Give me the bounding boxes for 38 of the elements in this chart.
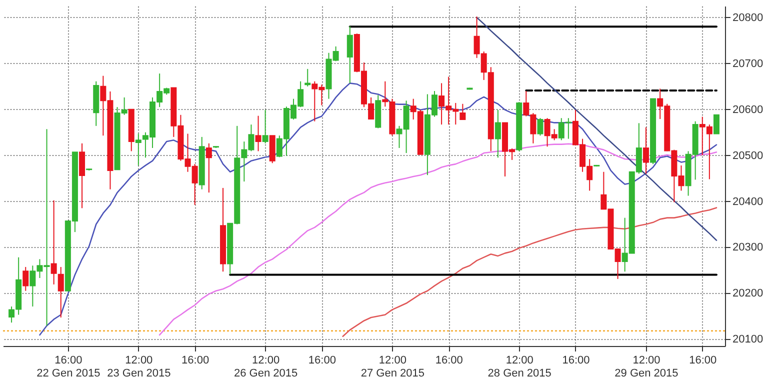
candlestick [713, 114, 720, 134]
x-tick-label: 16:00 [689, 354, 717, 366]
x-tick-label: 16:00 22 Gen 2015 [36, 354, 100, 380]
candlestick [50, 200, 57, 285]
x-tick-label: 12:00 29 Gen 2015 [614, 354, 678, 380]
y-tick-label: 20300 [732, 242, 764, 254]
candlestick [304, 68, 311, 87]
line-series [39, 82, 718, 336]
y-tick-label: 20800 [732, 12, 764, 24]
candlestick [255, 115, 262, 152]
x-tick-label: 16:00 [435, 354, 463, 366]
x-tick-label: 16:00 [182, 354, 210, 366]
y-tick-label: 20600 [732, 104, 764, 116]
candlestick [642, 126, 649, 174]
candlestick [460, 103, 466, 120]
candlestick [206, 142, 212, 194]
line-series [342, 207, 718, 337]
candlestick [79, 142, 86, 209]
y-tick-label: 20400 [732, 196, 764, 208]
x-tick-label: 12:00 23 Gen 2015 [107, 354, 171, 380]
x-tick-label: 16:00 [308, 354, 336, 366]
line-series [158, 143, 718, 336]
x-tick-label: 16:00 [562, 354, 590, 366]
x-tick-label: 12:00 27 Gen 2015 [360, 354, 425, 380]
candlestick [494, 109, 501, 158]
candlestick [537, 118, 544, 136]
line-series [476, 16, 718, 241]
y-tick-label: 20700 [732, 58, 764, 70]
candlestick [262, 109, 268, 144]
x-tick-label: 12:00 28 Gen 2015 [488, 354, 552, 380]
y-tick-label: 20100 [732, 334, 764, 346]
candlestick [135, 133, 142, 166]
candlestick [346, 26, 353, 84]
y-tick-label: 20500 [732, 150, 764, 162]
candlestick [58, 266, 64, 318]
x-tick-label: 12:00 26 Gen 2015 [234, 354, 298, 380]
candlestick [22, 266, 29, 292]
y-tick-label: 20200 [732, 288, 764, 300]
